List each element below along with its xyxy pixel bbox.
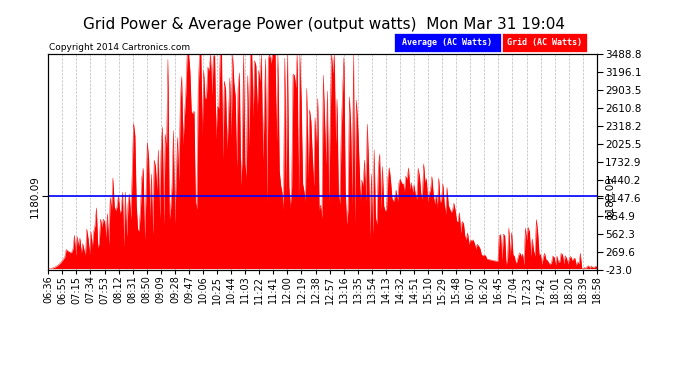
Text: Grid Power & Average Power (output watts)  Mon Mar 31 19:04: Grid Power & Average Power (output watts…	[83, 17, 565, 32]
Bar	[502, 33, 587, 52]
Text: Copyright 2014 Cartronics.com: Copyright 2014 Cartronics.com	[50, 43, 190, 52]
Text: Grid (AC Watts): Grid (AC Watts)	[507, 38, 582, 47]
Bar	[394, 33, 501, 52]
Text: Average (AC Watts): Average (AC Watts)	[402, 38, 493, 47]
